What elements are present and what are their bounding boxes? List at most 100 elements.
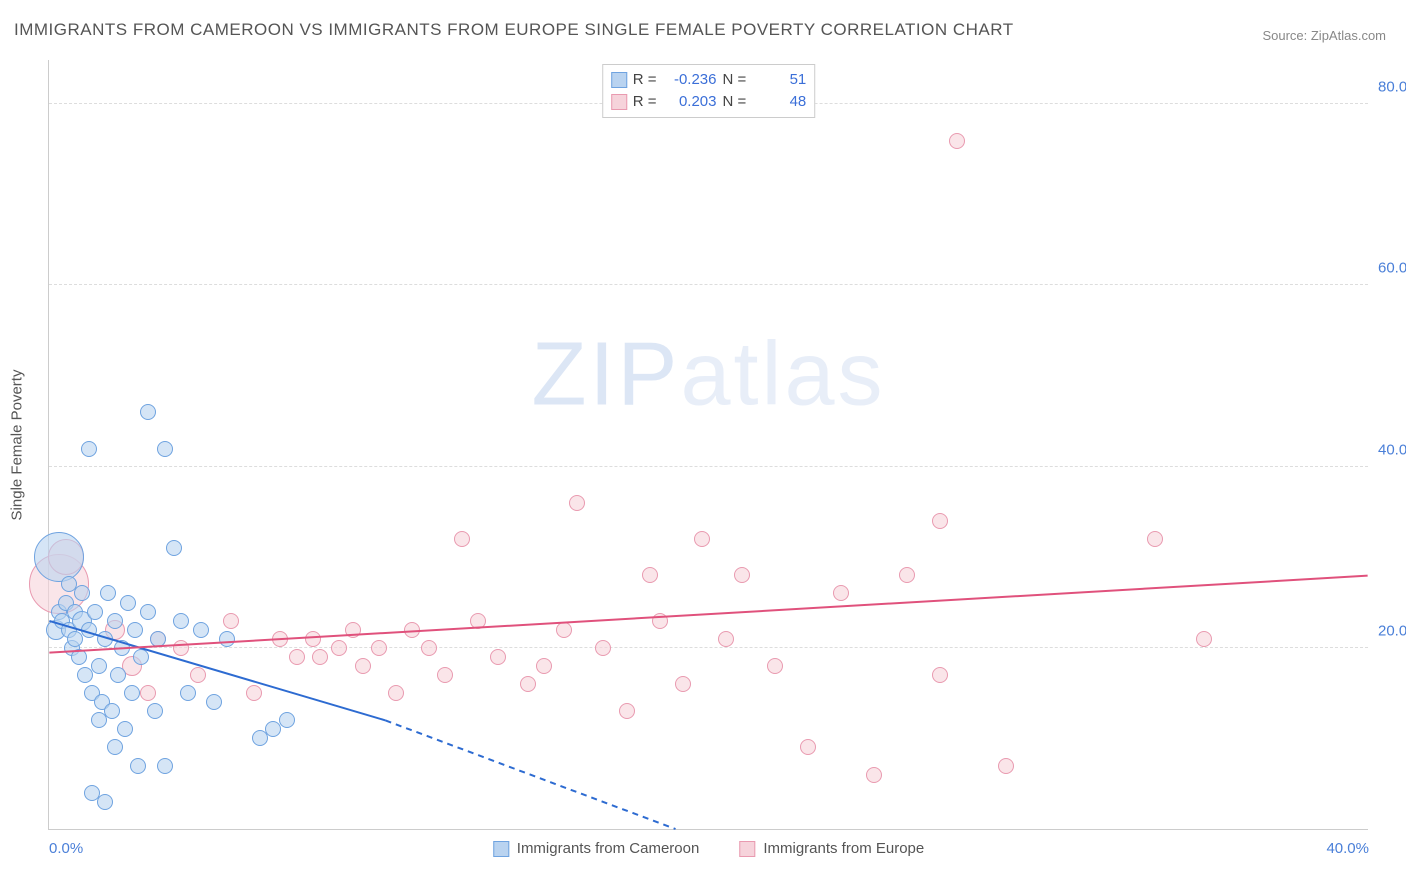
data-point [107, 613, 123, 629]
r-label: R = [633, 69, 657, 91]
data-point [642, 567, 658, 583]
data-point [127, 622, 143, 638]
data-point [345, 622, 361, 638]
data-point [140, 404, 156, 420]
data-point [74, 585, 90, 601]
legend-row-cameroon: R = -0.236 N = 51 [611, 69, 807, 91]
data-point [899, 567, 915, 583]
data-point [100, 585, 116, 601]
data-point [246, 685, 262, 701]
data-point [833, 585, 849, 601]
data-point [454, 531, 470, 547]
data-point [157, 441, 173, 457]
xtick-label: 40.0% [1326, 840, 1369, 857]
data-point [289, 649, 305, 665]
data-point [130, 758, 146, 774]
gridline [49, 284, 1368, 285]
data-point [147, 703, 163, 719]
data-point [718, 631, 734, 647]
data-point [193, 622, 209, 638]
ytick-label: 40.0% [1378, 441, 1406, 458]
chart-title: IMMIGRANTS FROM CAMEROON VS IMMIGRANTS F… [14, 20, 1014, 40]
data-point [117, 721, 133, 737]
data-point [490, 649, 506, 665]
data-point [272, 631, 288, 647]
n-label: N = [723, 91, 747, 113]
data-point [421, 640, 437, 656]
watermark-atlas: atlas [680, 325, 885, 425]
data-point [312, 649, 328, 665]
data-point [71, 649, 87, 665]
data-point [949, 133, 965, 149]
data-point [404, 622, 420, 638]
data-point [206, 694, 222, 710]
data-point [388, 685, 404, 701]
data-point [305, 631, 321, 647]
data-point [107, 739, 123, 755]
data-point [998, 758, 1014, 774]
data-point [110, 667, 126, 683]
swatch-europe [611, 94, 627, 110]
data-point [652, 613, 668, 629]
n-value-cameroon: 51 [752, 69, 806, 91]
data-point [569, 495, 585, 511]
data-point [140, 685, 156, 701]
legend-item-cameroon: Immigrants from Cameroon [493, 840, 700, 857]
watermark: ZIPatlas [531, 324, 885, 427]
swatch-europe-icon [739, 841, 755, 857]
data-point [932, 667, 948, 683]
data-point [87, 604, 103, 620]
watermark-zip: ZIP [531, 325, 680, 425]
data-point [800, 739, 816, 755]
data-point [595, 640, 611, 656]
r-value-europe: 0.203 [663, 91, 717, 113]
legend-stats-box: R = -0.236 N = 51 R = 0.203 N = 48 [602, 64, 816, 118]
data-point [219, 631, 235, 647]
data-point [34, 532, 84, 582]
data-point [767, 658, 783, 674]
data-point [133, 649, 149, 665]
chart-area: ZIPatlas Single Female Poverty 20.0%40.0… [48, 60, 1368, 830]
swatch-cameroon [611, 72, 627, 88]
data-point [97, 794, 113, 810]
data-point [81, 622, 97, 638]
data-point [355, 658, 371, 674]
data-point [180, 685, 196, 701]
data-point [140, 604, 156, 620]
data-point [932, 513, 948, 529]
legend-row-europe: R = 0.203 N = 48 [611, 91, 807, 113]
r-label: R = [633, 91, 657, 113]
source-label: Source: ZipAtlas.com [1262, 28, 1386, 43]
data-point [371, 640, 387, 656]
n-value-europe: 48 [752, 91, 806, 113]
swatch-cameroon-icon [493, 841, 509, 857]
ytick-label: 80.0% [1378, 79, 1406, 96]
data-point [190, 667, 206, 683]
n-label: N = [723, 69, 747, 91]
data-point [104, 703, 120, 719]
data-point [120, 595, 136, 611]
r-value-cameroon: -0.236 [663, 69, 717, 91]
ytick-label: 60.0% [1378, 260, 1406, 277]
data-point [173, 640, 189, 656]
data-point [437, 667, 453, 683]
data-point [223, 613, 239, 629]
data-point [150, 631, 166, 647]
data-point [114, 640, 130, 656]
legend-item-europe: Immigrants from Europe [739, 840, 924, 857]
legend-label-europe: Immigrants from Europe [763, 840, 924, 857]
data-point [91, 658, 107, 674]
data-point [470, 613, 486, 629]
data-point [675, 676, 691, 692]
data-point [694, 531, 710, 547]
data-point [166, 540, 182, 556]
data-point [97, 631, 113, 647]
data-point [173, 613, 189, 629]
data-point [734, 567, 750, 583]
ytick-label: 20.0% [1378, 622, 1406, 639]
trend-lines [49, 60, 1368, 829]
data-point [1196, 631, 1212, 647]
data-point [536, 658, 552, 674]
data-point [556, 622, 572, 638]
data-point [157, 758, 173, 774]
